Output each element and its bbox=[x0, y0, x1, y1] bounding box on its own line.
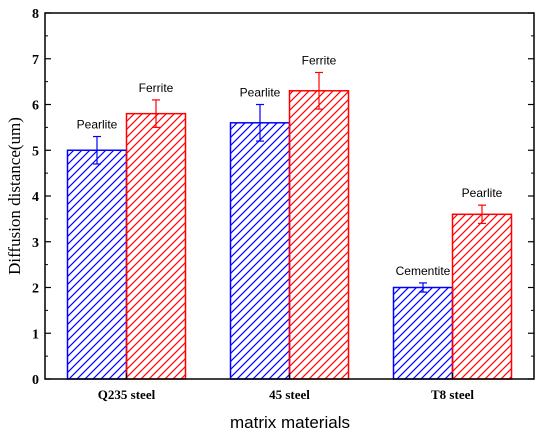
y-axis-title: Diffusion distance(um) bbox=[5, 117, 24, 275]
axis-ticks-layer: 0 1 2 3 4 5 6 7 8 Q235 steel 45 steel T8 steel bbox=[32, 7, 534, 402]
bar bbox=[125, 112, 187, 380]
bar bbox=[229, 122, 291, 380]
bar-labels-layer: Pearlite Ferrite Pearlite Ferrite Cementite P… bbox=[77, 53, 503, 277]
error-bars-layer bbox=[93, 71, 486, 293]
y-tick-label: 1 bbox=[32, 327, 39, 342]
bar-data-label: Cementite bbox=[396, 264, 451, 278]
bar bbox=[288, 90, 350, 380]
bar bbox=[66, 149, 128, 380]
x-axis-title: matrix materials bbox=[230, 413, 350, 432]
y-tick-label: 0 bbox=[32, 373, 39, 388]
bar bbox=[451, 213, 513, 380]
bar-data-label: Pearlite bbox=[240, 86, 281, 100]
bars-layer bbox=[66, 90, 513, 380]
bar bbox=[392, 286, 454, 380]
y-tick-label: 6 bbox=[32, 99, 39, 114]
x-tick-label: 45 steel bbox=[269, 387, 310, 402]
bar-data-label: Ferrite bbox=[139, 81, 174, 95]
y-tick-label: 7 bbox=[32, 53, 39, 68]
y-tick-label: 3 bbox=[32, 236, 39, 251]
y-tick-label: 2 bbox=[32, 282, 39, 297]
x-tick-label: T8 steel bbox=[431, 387, 474, 402]
y-tick-label: 8 bbox=[32, 7, 39, 22]
bar-data-label: Ferrite bbox=[302, 53, 337, 67]
x-tick-label: Q235 steel bbox=[98, 387, 156, 402]
y-tick-label: 5 bbox=[32, 144, 39, 159]
y-tick-label: 4 bbox=[32, 190, 39, 205]
bar-data-label: Pearlite bbox=[77, 118, 118, 132]
bar-data-label: Pearlite bbox=[462, 186, 503, 200]
